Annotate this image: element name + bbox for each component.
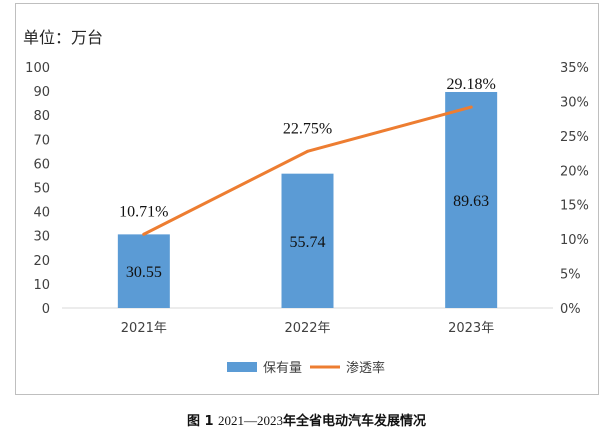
bar-data-label: 89.63 xyxy=(453,193,489,210)
caption-prefix: 图 1 xyxy=(186,414,214,429)
y-left-tick-label: 30 xyxy=(33,230,50,245)
y-left-tick-label: 50 xyxy=(33,182,50,197)
line-data-label: 22.75% xyxy=(283,120,332,137)
x-tick-label: 2021年 xyxy=(121,321,167,336)
bar xyxy=(117,234,170,308)
y-left-tick-label: 60 xyxy=(33,157,50,172)
y-left-tick-label: 10 xyxy=(33,278,50,293)
unit-label: 单位：万台 xyxy=(23,28,104,47)
y-left-tick-label: 40 xyxy=(33,206,50,221)
figure-caption: 图 1 2021—2023年全省电动汽车发展情况 xyxy=(0,410,613,429)
x-tick-label: 2023年 xyxy=(448,321,494,336)
y-right-tick-label: 15% xyxy=(560,199,589,214)
line-point xyxy=(469,105,473,109)
caption-title: 年全省电动汽车发展情况 xyxy=(283,414,427,429)
y-left-tick-label: 90 xyxy=(33,85,50,100)
y-right-tick-label: 10% xyxy=(560,233,589,248)
line-point xyxy=(306,149,309,153)
y-left-tick-label: 100 xyxy=(25,61,50,76)
y-left-tick-label: 20 xyxy=(33,254,50,269)
legend-label-line: 渗透率 xyxy=(346,360,385,376)
y-right-tick-label: 0% xyxy=(560,302,581,317)
x-tick-label: 2022年 xyxy=(284,321,330,336)
bar xyxy=(281,173,334,308)
y-left-tick-label: 80 xyxy=(33,109,50,124)
y-right-tick-label: 30% xyxy=(560,95,589,110)
y-left-tick-label: 70 xyxy=(33,133,50,148)
bar-data-label: 55.74 xyxy=(290,234,326,251)
chart-frame xyxy=(15,3,599,395)
line-data-label: 29.18% xyxy=(447,76,496,93)
y-left-tick-label: 0 xyxy=(42,302,50,317)
legend-swatch-bar xyxy=(227,362,257,372)
line-data-label: 10.71% xyxy=(119,203,168,220)
caption-range: 2021—2023 xyxy=(218,413,284,428)
y-right-tick-label: 5% xyxy=(560,268,581,283)
line-point xyxy=(142,232,146,236)
y-right-tick-label: 20% xyxy=(560,164,589,179)
y-right-tick-label: 35% xyxy=(560,61,589,76)
bar xyxy=(445,91,498,308)
legend-label-bar: 保有量 xyxy=(263,361,302,376)
bar-data-label: 30.55 xyxy=(126,264,162,281)
y-right-tick-label: 25% xyxy=(560,130,589,145)
